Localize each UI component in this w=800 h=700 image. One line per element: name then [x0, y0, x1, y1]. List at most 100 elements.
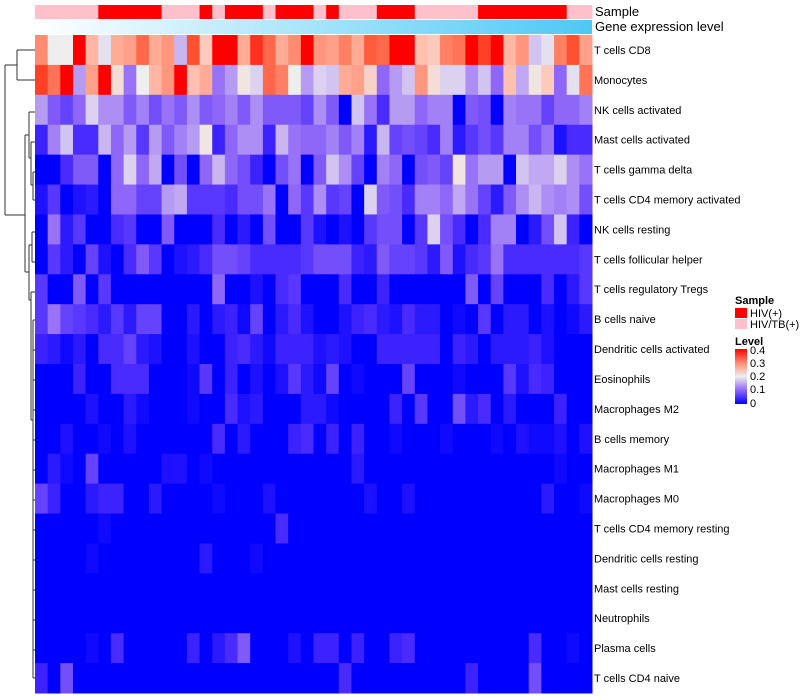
heatmap-cell: [313, 274, 327, 305]
heatmap-cell: [465, 573, 479, 604]
heatmap-cell: [72, 35, 87, 66]
heatmap-cell: [300, 393, 314, 425]
sample-annotation-cell: [186, 5, 201, 19]
heatmap-cell: [60, 214, 74, 245]
sample-annotation-cell: [351, 5, 365, 19]
heatmap-cell: [541, 214, 555, 245]
heatmap-cell: [237, 663, 251, 694]
heatmap-cell: [174, 364, 188, 395]
heatmap-cell: [452, 543, 466, 574]
heatmap-cell: [452, 304, 466, 335]
heatmap-cell: [250, 334, 264, 365]
heatmap-cell: [478, 364, 492, 395]
sample-annotation-cell: [541, 5, 555, 19]
heatmap-cell: [313, 124, 327, 156]
heatmap-cell: [60, 124, 74, 156]
heatmap-cell: [579, 393, 593, 425]
heatmap-cell: [313, 453, 327, 485]
heatmap-cell: [262, 393, 277, 425]
heatmap-cell: [427, 483, 441, 515]
heatmap-cell: [516, 274, 530, 305]
heatmap-cell: [262, 244, 277, 275]
heatmap-cell: [414, 453, 428, 485]
heatmap-cell: [199, 184, 213, 215]
heatmap-cell: [47, 633, 61, 664]
heatmap-cell: [136, 573, 150, 604]
heatmap-cell: [478, 154, 492, 186]
heatmap-cell: [516, 393, 530, 425]
heatmap-cell: [389, 603, 403, 634]
heatmap-cell: [237, 364, 251, 395]
heatmap-cell: [262, 154, 277, 186]
heatmap-cell: [503, 603, 517, 634]
heatmap-cell: [579, 483, 593, 515]
heatmap-cell: [554, 154, 568, 186]
heatmap-cell: [414, 663, 428, 694]
heatmap-cell: [338, 543, 352, 574]
heatmap-cell: [528, 244, 542, 275]
heatmap-cell: [326, 64, 340, 96]
sample-annotation-cell: [262, 5, 277, 19]
heatmap-cell: [364, 393, 378, 425]
heatmap-cell: [224, 334, 239, 365]
heatmap-cell: [402, 453, 416, 485]
heatmap-cell: [338, 393, 352, 425]
heatmap-cell: [478, 483, 492, 515]
heatmap-cell: [465, 94, 479, 126]
heatmap-cell: [85, 453, 99, 485]
heatmap-cell: [224, 124, 239, 156]
heatmap-cell: [300, 423, 314, 455]
heatmap-cell: [110, 663, 125, 694]
heatmap-cell: [452, 633, 466, 664]
heatmap-cell: [516, 513, 530, 544]
heatmap-cell: [440, 244, 454, 275]
heatmap-cell: [136, 423, 150, 455]
heatmap-cell: [516, 184, 530, 215]
heatmap-cell: [224, 603, 239, 634]
heatmap-cell: [110, 94, 125, 126]
heatmap-cell: [440, 304, 454, 335]
heatmap-cell: [224, 364, 239, 395]
heatmap-cell: [47, 184, 61, 215]
heatmap-cell: [123, 35, 137, 66]
heatmap-cell: [566, 334, 580, 365]
heatmap-cell: [554, 334, 568, 365]
heatmap-cell: [402, 513, 416, 544]
heatmap-cell: [402, 573, 416, 604]
heatmap-cell: [110, 513, 125, 544]
heatmap-cell: [440, 35, 454, 66]
heatmap-cell: [47, 423, 61, 455]
heatmap-cell: [199, 453, 213, 485]
heatmap-cell: [262, 543, 277, 574]
heatmap-cell: [186, 304, 201, 335]
heatmap-cell: [478, 35, 492, 66]
heatmap-cell: [554, 543, 568, 574]
heatmap-cell: [212, 364, 226, 395]
heatmap-cell: [72, 393, 87, 425]
heatmap-cell: [402, 364, 416, 395]
heatmap-cell: [85, 274, 99, 305]
heatmap-cell: [452, 513, 466, 544]
heatmap-cell: [123, 244, 137, 275]
level-tick-0.2: 0.2: [750, 371, 765, 383]
heatmap-cell: [237, 274, 251, 305]
heatmap-cell: [224, 633, 239, 664]
heatmap-cell: [60, 304, 74, 335]
heatmap-cell: [490, 573, 504, 604]
heatmap-cell: [516, 214, 530, 245]
heatmap-cell: [250, 184, 264, 215]
heatmap-cell: [478, 573, 492, 604]
sample-annotation-cell: [148, 5, 163, 19]
heatmap-cell: [288, 603, 302, 634]
heatmap-cell: [338, 573, 352, 604]
heatmap-cell: [402, 184, 416, 215]
heatmap-cell: [148, 184, 163, 215]
row-label: T cells CD4 memory resting: [594, 524, 730, 536]
heatmap-cell: [250, 244, 264, 275]
heatmap-cell: [174, 423, 188, 455]
heatmap-cell: [161, 663, 175, 694]
heatmap-cell: [402, 334, 416, 365]
heatmap-cell: [465, 154, 479, 186]
heatmap-cell: [148, 274, 163, 305]
heatmap-cell: [148, 453, 163, 485]
